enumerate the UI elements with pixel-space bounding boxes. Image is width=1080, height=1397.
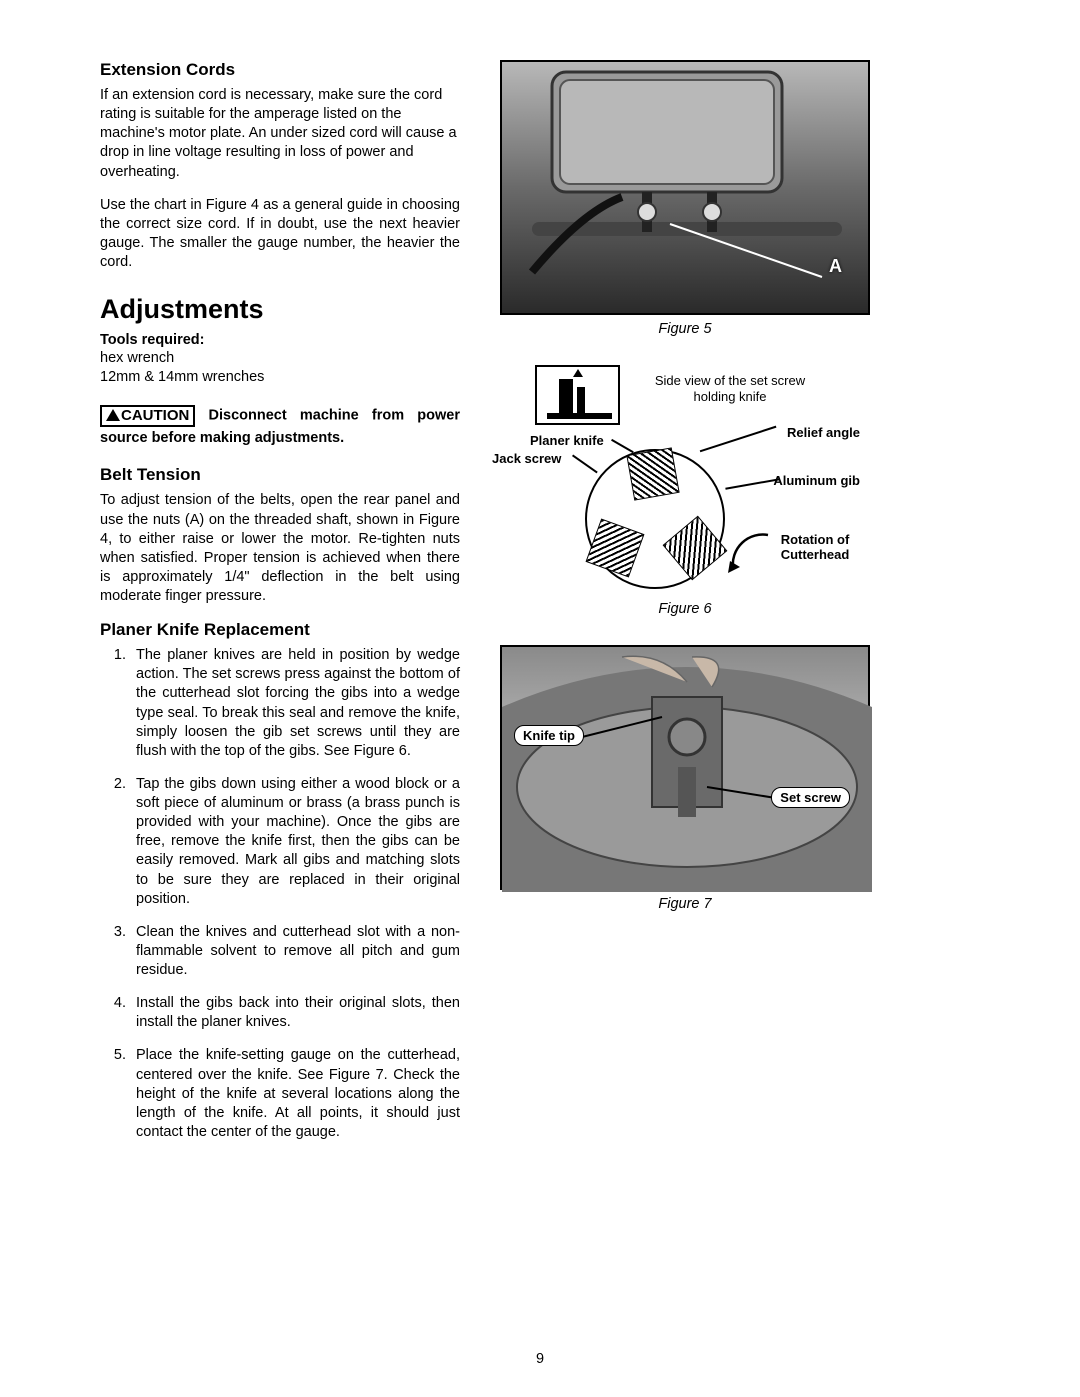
heading-adjustments: Adjustments [100, 294, 460, 325]
label-relief-angle: Relief angle [787, 425, 860, 440]
figure-6-inset [535, 365, 620, 425]
left-column: Extension Cords If an extension cord is … [100, 60, 460, 1156]
belt-tension-p1: To adjust tension of the belts, open the… [100, 491, 460, 606]
figure-6-image: Side view of the set screw holding knife… [500, 365, 870, 595]
figure-6-caption: Figure 6 [490, 601, 880, 617]
figure-5-block: A Figure 5 [490, 60, 880, 337]
ext-cords-p2: Use the chart in Figure 4 as a general g… [100, 196, 460, 273]
figure-5-image: A [500, 60, 870, 315]
planer-steps-list: The planer knives are held in position b… [100, 646, 460, 1142]
label-rotation: Rotation of Cutterhead [770, 533, 860, 563]
page-content: Extension Cords If an extension cord is … [100, 60, 1000, 1156]
planer-step-4: Install the gibs back into their origina… [130, 994, 460, 1032]
figure-5-marker-a: A [829, 256, 842, 277]
planer-step-1: The planer knives are held in position b… [130, 646, 460, 761]
tools-line2: 12mm & 14mm wrenches [100, 369, 264, 385]
right-column: A Figure 5 Side view of the set screw ho… [490, 60, 880, 1156]
blade-icon [626, 447, 679, 500]
label-set-screw: Set screw [771, 787, 850, 808]
figure-7-image: Knife tip Set screw [500, 645, 870, 890]
warning-triangle-icon [106, 409, 120, 421]
caution-paragraph: CAUTION Disconnect machine from power so… [100, 405, 460, 449]
figure-6-block: Side view of the set screw holding knife… [490, 365, 880, 617]
figure-7-block: Knife tip Set screw Figure 7 [490, 645, 880, 912]
label-aluminum-gib: Aluminum gib [773, 473, 860, 488]
heading-belt-tension: Belt Tension [100, 465, 460, 485]
label-knife-tip: Knife tip [514, 725, 584, 746]
tools-required: Tools required: hex wrench 12mm & 14mm w… [100, 331, 460, 387]
heading-planer-knife: Planer Knife Replacement [100, 620, 460, 640]
caution-box: CAUTION [100, 405, 195, 427]
figure-7-caption: Figure 7 [490, 896, 880, 912]
figure-6-inset-label: Side view of the set screw holding knife [635, 373, 825, 404]
label-jack-screw: Jack screw [492, 451, 561, 466]
ext-cords-p1: If an extension cord is necessary, make … [100, 86, 460, 182]
figure-5-caption: Figure 5 [490, 321, 880, 337]
planer-step-3: Clean the knives and cutterhead slot wit… [130, 923, 460, 980]
label-planer-knife: Planer knife [530, 433, 604, 448]
tools-line1: hex wrench [100, 350, 174, 366]
heading-extension-cords: Extension Cords [100, 60, 460, 80]
planer-step-2: Tap the gibs down using either a wood bl… [130, 775, 460, 909]
planer-step-5: Place the knife-setting gauge on the cut… [130, 1046, 460, 1142]
tools-label: Tools required: [100, 332, 204, 348]
page-number: 9 [0, 1351, 1080, 1367]
caution-word: CAUTION [121, 407, 189, 424]
